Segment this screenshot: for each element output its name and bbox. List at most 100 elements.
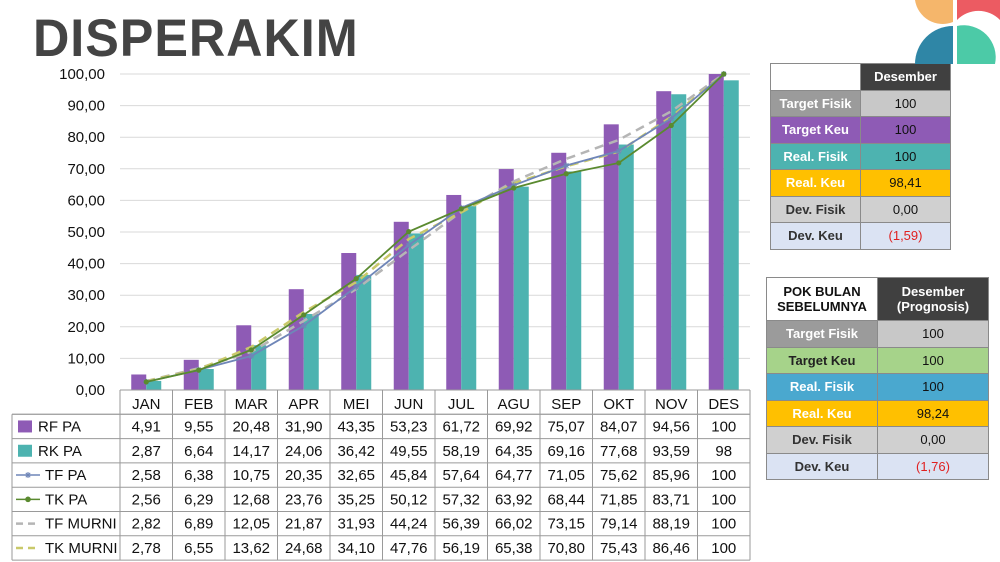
category-label: NOV xyxy=(655,396,688,413)
logo-green-petal xyxy=(957,25,996,64)
current-row-value: 100 xyxy=(860,142,951,170)
point-tk-pa xyxy=(721,71,727,77)
data-label: 64,77 xyxy=(495,467,533,484)
data-label: 2,58 xyxy=(132,467,161,484)
data-label: 13,62 xyxy=(232,540,270,557)
current-table-header: Desember xyxy=(860,63,951,91)
data-label: 44,24 xyxy=(390,516,428,533)
legend-marker-tf-pa xyxy=(25,472,31,479)
data-label: 56,39 xyxy=(442,516,480,533)
previous-table-header-left: POK BULAN SEBELUMNYA xyxy=(766,277,878,321)
y-tick-label: 0,00 xyxy=(76,382,105,399)
y-tick-label: 10,00 xyxy=(67,350,105,367)
data-label: 6,89 xyxy=(184,516,213,533)
bar-rf-pa xyxy=(393,221,409,390)
data-label: 2,82 xyxy=(132,516,161,533)
point-tf-pa xyxy=(563,162,570,169)
data-label: 75,62 xyxy=(600,467,638,484)
y-tick-label: 50,00 xyxy=(67,224,105,241)
data-label: 70,80 xyxy=(547,540,585,557)
data-label: 68,44 xyxy=(547,491,585,508)
point-tf-pa xyxy=(668,115,675,122)
data-label: 50,12 xyxy=(390,491,428,508)
bar-rk-pa xyxy=(408,233,424,390)
legend-marker-tk-pa xyxy=(25,496,31,503)
data-label: 12,68 xyxy=(232,491,270,508)
data-label: 73,15 xyxy=(547,516,585,533)
category-label: AGU xyxy=(497,396,530,413)
legend-label-tk-pa: TK PA xyxy=(45,491,87,508)
data-label: 6,55 xyxy=(184,540,213,557)
category-label: FEB xyxy=(184,396,213,413)
current-row-label: Real. Fisik xyxy=(770,142,861,170)
current-month-table: Desember Target Fisik 100 Target Keu 100… xyxy=(770,63,951,250)
data-label: 84,07 xyxy=(600,418,638,435)
data-label: 66,02 xyxy=(495,516,533,533)
data-label: 61,72 xyxy=(442,418,480,435)
data-label: 71,85 xyxy=(600,491,638,508)
line-tk-murni xyxy=(145,73,725,383)
point-tk-pa xyxy=(616,160,622,166)
data-label: 57,32 xyxy=(442,491,480,508)
data-label: 2,87 xyxy=(132,443,161,460)
bar-rk-pa xyxy=(566,171,582,390)
data-label: 93,59 xyxy=(652,443,690,460)
data-label: 36,42 xyxy=(337,443,375,460)
legend-key-rf-pa xyxy=(18,420,32,433)
previous-row-label: Dev. Keu xyxy=(766,452,878,480)
bar-rf-pa xyxy=(603,124,619,390)
y-tick-label: 40,00 xyxy=(67,256,105,273)
data-label: 100 xyxy=(711,516,736,533)
data-label: 20,48 xyxy=(232,418,270,435)
data-label: 34,10 xyxy=(337,540,375,557)
data-label: 77,68 xyxy=(600,443,638,460)
point-tk-pa xyxy=(458,206,464,212)
y-tick-label: 90,00 xyxy=(67,98,105,115)
bar-rk-pa xyxy=(356,274,372,390)
category-label: DES xyxy=(708,396,739,413)
bar-rk-pa xyxy=(618,144,634,390)
data-label: 58,19 xyxy=(442,443,480,460)
data-label: 6,38 xyxy=(184,467,213,484)
data-label: 21,87 xyxy=(285,516,323,533)
data-label: 32,65 xyxy=(337,467,375,484)
current-row-value: (1,59) xyxy=(860,222,951,250)
category-label: APR xyxy=(288,396,319,413)
legend-label-tf-murni: TF MURNI xyxy=(45,516,117,533)
data-label: 10,75 xyxy=(232,467,270,484)
previous-row-value: 100 xyxy=(877,320,989,348)
bar-rk-pa xyxy=(146,380,162,390)
line-tf-murni xyxy=(145,72,725,383)
data-label: 69,16 xyxy=(547,443,585,460)
point-tk-pa xyxy=(511,185,517,191)
data-label: 35,25 xyxy=(337,491,375,508)
legend-key-rk-pa xyxy=(18,444,32,457)
data-label: 100 xyxy=(711,418,736,435)
data-label: 4,91 xyxy=(132,418,161,435)
bar-rf-pa xyxy=(131,374,147,390)
data-label: 79,14 xyxy=(600,516,638,533)
category-label: MEI xyxy=(343,396,370,413)
legend-label-tf-pa: TF PA xyxy=(45,467,86,484)
previous-row-value: (1,76) xyxy=(877,452,989,480)
bar-rk-pa xyxy=(461,206,477,390)
y-tick-label: 20,00 xyxy=(67,319,105,336)
data-label: 9,55 xyxy=(184,418,213,435)
data-label: 23,76 xyxy=(285,491,323,508)
data-label: 31,93 xyxy=(337,516,375,533)
data-label: 98 xyxy=(715,443,732,460)
data-label: 24,06 xyxy=(285,443,323,460)
data-label: 83,71 xyxy=(652,491,690,508)
current-table-corner xyxy=(770,63,861,91)
point-tf-pa xyxy=(248,353,255,360)
data-label: 14,17 xyxy=(232,443,270,460)
previous-table-header-right: Desember (Prognosis) xyxy=(877,277,989,321)
y-tick-label: 30,00 xyxy=(67,287,105,304)
bar-rk-pa xyxy=(723,80,739,390)
legend-label-rk-pa: RK PA xyxy=(38,443,82,460)
bar-rk-pa xyxy=(513,186,529,390)
corner-logo xyxy=(915,0,1000,64)
category-label: JUN xyxy=(394,396,423,413)
y-tick-label: 80,00 xyxy=(67,129,105,146)
legend-label-tk-murni: TK MURNI xyxy=(45,540,118,557)
